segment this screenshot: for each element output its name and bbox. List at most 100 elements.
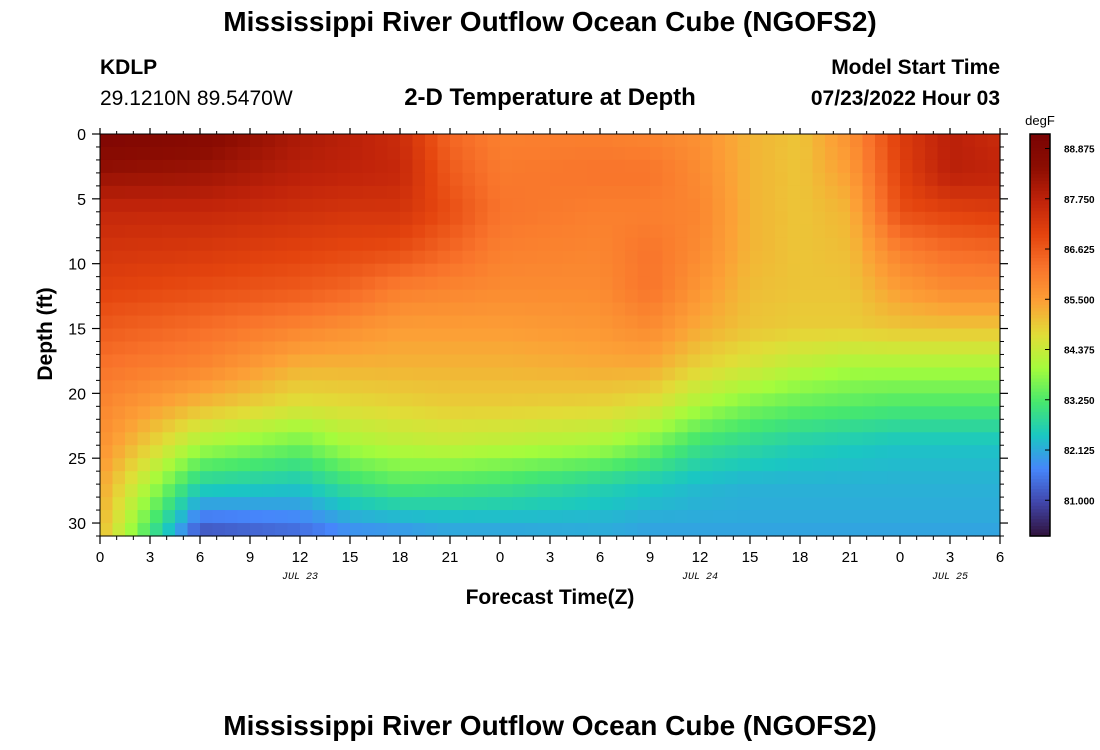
heatmap-cell — [450, 510, 464, 524]
heatmap-cell — [925, 484, 939, 498]
heatmap-cell — [687, 198, 701, 213]
heatmap-cell — [900, 341, 914, 356]
heatmap-cell — [112, 380, 126, 394]
heatmap-cell — [950, 484, 964, 498]
heatmap-cell — [975, 458, 989, 472]
heatmap-cell — [275, 380, 289, 394]
heatmap-cell — [712, 185, 726, 200]
heatmap-cell — [787, 159, 801, 174]
heatmap-cell — [375, 510, 389, 524]
heatmap-cell — [600, 406, 614, 420]
heatmap-cell — [362, 380, 376, 394]
heatmap-cell — [575, 341, 589, 356]
heatmap-cell — [912, 211, 926, 226]
heatmap-cell — [275, 484, 289, 498]
heatmap-cell — [900, 354, 914, 369]
heatmap-cell — [387, 211, 401, 226]
heatmap-cell — [475, 250, 489, 265]
heatmap-cell — [800, 497, 814, 511]
heatmap-cell — [375, 237, 389, 252]
heatmap-cell — [775, 185, 789, 200]
heatmap-cell — [512, 471, 526, 485]
heatmap-cell — [725, 354, 739, 369]
heatmap-cell — [112, 276, 126, 291]
colorbar-segment — [1030, 519, 1050, 524]
heatmap-cell — [237, 380, 251, 394]
heatmap-cell — [837, 146, 851, 161]
heatmap-cell — [612, 367, 626, 381]
heatmap-cell — [775, 250, 789, 265]
heatmap-cell — [500, 497, 514, 511]
heatmap-cell — [925, 445, 939, 459]
heatmap-cell — [137, 393, 151, 407]
heatmap-cell — [675, 380, 689, 394]
heatmap-cell — [862, 263, 876, 278]
heatmap-cell — [750, 406, 764, 420]
heatmap-cell — [312, 497, 326, 511]
heatmap-cell — [250, 354, 264, 369]
heatmap-cell — [987, 211, 1001, 226]
heatmap-cell — [187, 393, 201, 407]
heatmap-cell — [512, 432, 526, 446]
heatmap-cell — [337, 198, 351, 213]
heatmap-cell — [925, 237, 939, 252]
colorbar-segment — [1030, 475, 1050, 480]
heatmap-cell — [137, 237, 151, 252]
heatmap-cell — [925, 172, 939, 187]
heatmap-cell — [175, 250, 189, 265]
heatmap-cell — [850, 276, 864, 291]
heatmap-cell — [837, 380, 851, 394]
heatmap-cell — [637, 393, 651, 407]
heatmap-cell — [912, 393, 926, 407]
heatmap-cell — [287, 185, 301, 200]
heatmap-cell — [587, 302, 601, 317]
heatmap-cell — [875, 328, 889, 343]
heatmap-cell — [600, 224, 614, 239]
heatmap-cell — [587, 289, 601, 304]
heatmap-cell — [587, 419, 601, 433]
heatmap-cell — [162, 432, 176, 446]
heatmap-cell — [937, 289, 951, 304]
heatmap-cell — [187, 250, 201, 265]
heatmap-cell — [700, 224, 714, 239]
heatmap-cell — [437, 134, 451, 148]
heatmap-cell — [962, 159, 976, 174]
heatmap-cell — [962, 211, 976, 226]
heatmap-cell — [337, 341, 351, 356]
heatmap-cell — [775, 328, 789, 343]
heatmap-cell — [850, 510, 864, 524]
heatmap-cell — [350, 185, 364, 200]
heatmap-cell — [112, 367, 126, 381]
heatmap-cell — [150, 458, 164, 472]
heatmap-cell — [900, 419, 914, 433]
heatmap-cell — [762, 185, 776, 200]
heatmap-cell — [400, 211, 414, 226]
colorbar-segment — [1030, 495, 1050, 500]
heatmap-cell — [150, 367, 164, 381]
heatmap-cell — [962, 134, 976, 148]
colorbar: 88.87587.75086.62585.50084.37583.25082.1… — [1029, 133, 1095, 537]
heatmap-cell — [537, 380, 551, 394]
heatmap-cell — [375, 198, 389, 213]
heatmap-cell — [900, 237, 914, 252]
heatmap-cell — [125, 406, 139, 420]
heatmap-cell — [712, 419, 726, 433]
heatmap-cell — [150, 134, 164, 148]
heatmap-cell — [875, 432, 889, 446]
heatmap-cell — [700, 380, 714, 394]
heatmap-cell — [475, 497, 489, 511]
heatmap-cell — [450, 263, 464, 278]
heatmap-cell — [162, 484, 176, 498]
heatmap-cell — [312, 406, 326, 420]
heatmap-cell — [600, 510, 614, 524]
heatmap-cell — [550, 224, 564, 239]
heatmap-cell — [575, 419, 589, 433]
heatmap-cell — [937, 276, 951, 291]
heatmap-cell — [487, 471, 501, 485]
heatmap-cell — [700, 276, 714, 291]
heatmap-cell — [750, 224, 764, 239]
colorbar-segment — [1030, 522, 1050, 527]
heatmap-cell — [962, 393, 976, 407]
heatmap-cell — [575, 134, 589, 148]
heatmap-cell — [600, 458, 614, 472]
